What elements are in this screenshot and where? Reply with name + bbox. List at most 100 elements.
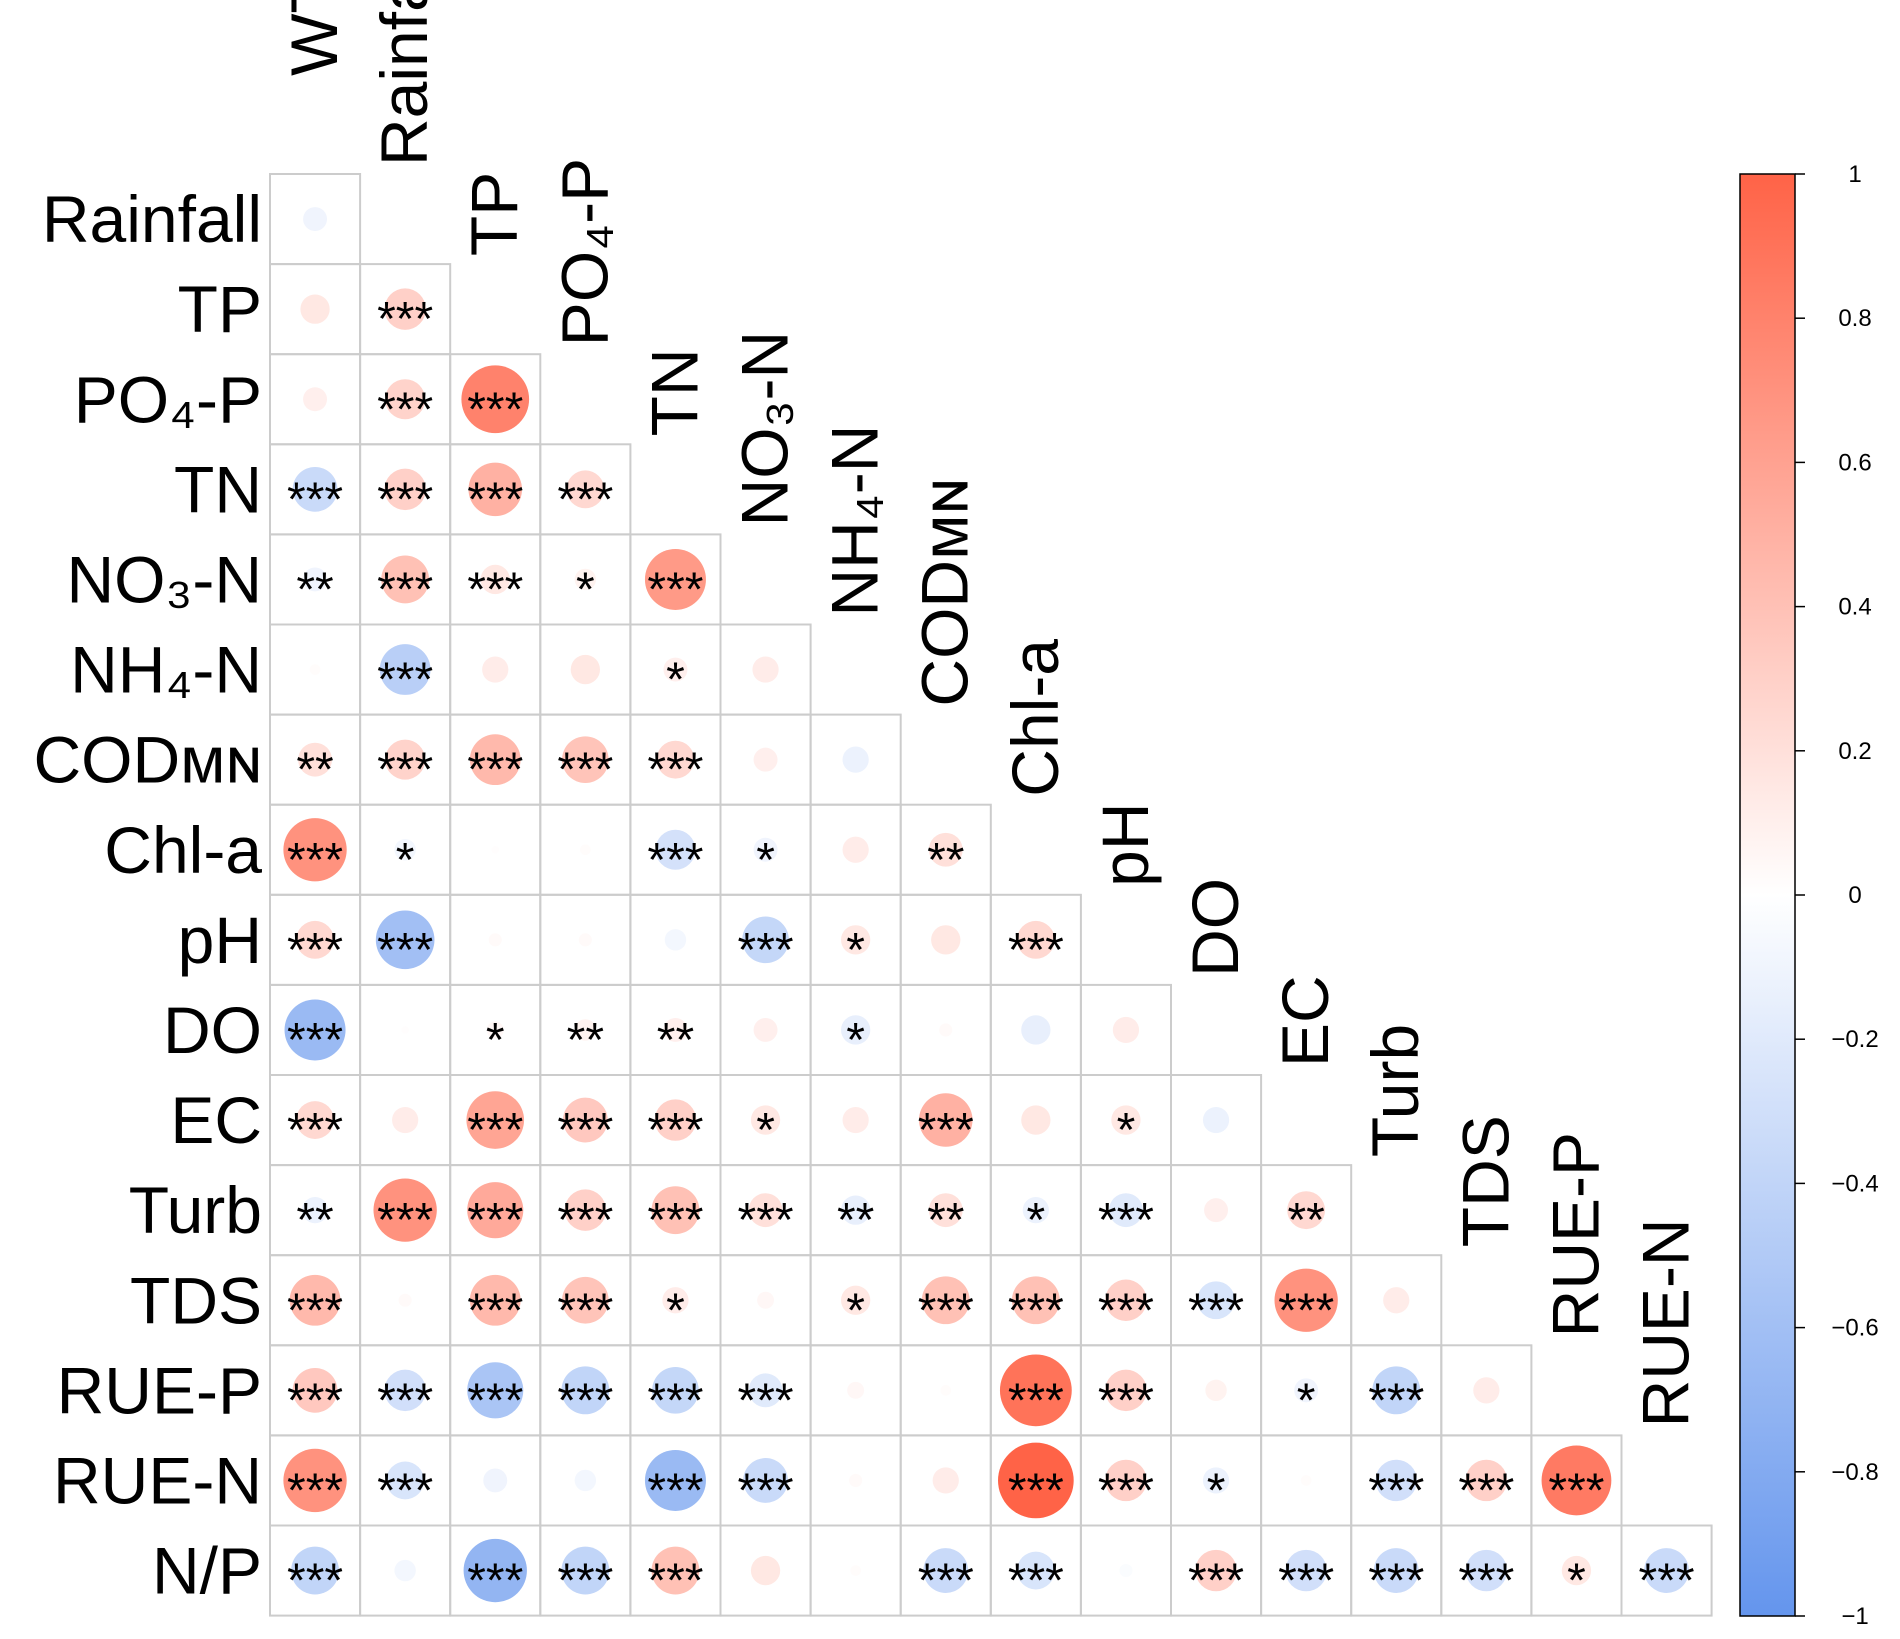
column-label: NH₄-N — [818, 425, 892, 617]
correlation-circle — [1373, 1548, 1419, 1593]
significance-label: *** — [738, 924, 794, 977]
correlation-circle — [656, 740, 695, 779]
correlation-circle — [1287, 1191, 1326, 1230]
correlation-circle — [401, 1026, 409, 1034]
correlation-circle — [655, 829, 696, 870]
row-label: CODᴍɴ — [33, 723, 262, 797]
correlation-circle — [644, 1449, 706, 1511]
significance-label: *** — [377, 924, 433, 977]
correlation-circle — [561, 1546, 610, 1595]
correlation-circle — [467, 1362, 524, 1419]
significance-label: *** — [287, 1284, 343, 1337]
significance-label: *** — [918, 1555, 974, 1608]
correlation-circle — [574, 1469, 597, 1492]
correlation-circle — [849, 1473, 863, 1488]
correlation-circle — [384, 468, 426, 511]
significance-label: * — [846, 1284, 865, 1337]
significance-label: *** — [1458, 1464, 1514, 1517]
row-label: RUE-P — [57, 1353, 262, 1427]
correlation-circle — [1109, 1193, 1143, 1228]
correlation-circle — [663, 657, 688, 682]
correlation-circle — [1105, 1279, 1147, 1321]
correlation-circle — [1197, 1281, 1235, 1320]
column-label: Rainfall — [367, 0, 441, 166]
correlation-circle — [662, 1287, 689, 1314]
significance-label: *** — [557, 1555, 613, 1608]
significance-label: *** — [377, 473, 433, 526]
significance-label: * — [486, 1014, 505, 1067]
column-label: EC — [1268, 975, 1342, 1067]
correlation-circle — [1205, 1379, 1227, 1402]
column-label: TDS — [1448, 1115, 1522, 1247]
correlation-circle — [999, 1354, 1072, 1427]
correlation-circle — [381, 555, 430, 604]
correlation-circle — [1465, 1549, 1508, 1592]
correlation-circle — [1541, 1445, 1612, 1516]
correlation-circle — [1372, 1366, 1421, 1415]
column-label: WT — [277, 0, 351, 76]
correlation-circle — [379, 644, 431, 695]
correlation-circle — [652, 1367, 699, 1414]
colorbar-tick-label: 0.8 — [1838, 305, 1871, 332]
correlation-circle — [1112, 1016, 1140, 1044]
correlation-circle — [292, 1367, 338, 1413]
significance-label: * — [756, 834, 775, 887]
correlation-circle — [562, 1097, 608, 1143]
correlation-circle — [750, 1555, 781, 1586]
correlation-circle — [463, 1538, 527, 1603]
significance-label: *** — [1188, 1284, 1244, 1337]
significance-label: * — [666, 1284, 685, 1337]
significance-label: *** — [377, 744, 433, 797]
correlation-circle — [296, 920, 334, 959]
correlation-circle — [847, 1381, 865, 1399]
correlation-circle — [482, 656, 509, 683]
correlation-circle — [578, 933, 592, 947]
correlation-circle — [654, 1099, 697, 1141]
correlation-circle — [1021, 1015, 1051, 1045]
significance-label: *** — [738, 1374, 794, 1427]
correlation-circle — [284, 999, 346, 1061]
significance-label: *** — [377, 293, 433, 346]
correlation-circle — [579, 844, 591, 856]
significance-label: ** — [927, 1194, 964, 1247]
significance-label: *** — [557, 1194, 613, 1247]
significance-label: *** — [467, 563, 523, 616]
column-label: RUE-P — [1538, 1132, 1612, 1337]
correlation-circle — [644, 548, 706, 610]
correlation-circle — [748, 1193, 783, 1228]
correlation-circle — [1285, 1549, 1327, 1592]
correlation-circle — [384, 288, 426, 330]
significance-label: ** — [296, 744, 333, 797]
correlation-circle — [923, 1548, 969, 1593]
correlation-circle — [1274, 1268, 1338, 1332]
significance-label: * — [756, 1104, 775, 1157]
correlation-circle — [921, 1276, 970, 1325]
row-label: Turb — [129, 1173, 262, 1247]
significance-label: ** — [927, 834, 964, 887]
correlation-circle — [651, 1546, 700, 1595]
colorbar-tick-label: −1 — [1841, 1603, 1868, 1630]
correlation-circle — [467, 1182, 524, 1239]
correlation-circle — [1465, 1459, 1508, 1502]
correlation-circle — [1561, 1555, 1592, 1586]
row-label: RUE-N — [53, 1443, 262, 1517]
correlation-circle — [1105, 1369, 1147, 1412]
significance-label: * — [846, 924, 865, 977]
significance-label: *** — [1008, 1464, 1064, 1517]
significance-label: *** — [467, 1284, 523, 1337]
significance-label: *** — [1008, 924, 1064, 977]
significance-label: *** — [738, 1464, 794, 1517]
significance-label: *** — [287, 834, 343, 887]
significance-label: *** — [377, 1374, 433, 1427]
significance-label: *** — [1278, 1555, 1334, 1608]
correlation-circle — [1016, 920, 1055, 959]
row-label: Chl-a — [104, 813, 262, 887]
correlation-circle — [742, 916, 789, 964]
correlation-circle — [574, 568, 597, 591]
correlation-circle — [566, 470, 605, 509]
significance-stars: ****** ****** *** *** ***** *** *** * ****** *** *… — [287, 293, 1695, 1607]
significance-label: *** — [467, 383, 523, 436]
significance-label: *** — [647, 1104, 703, 1157]
column-label: PO₄-P — [547, 158, 621, 346]
colorbar-tick-label: 0.4 — [1838, 594, 1871, 621]
